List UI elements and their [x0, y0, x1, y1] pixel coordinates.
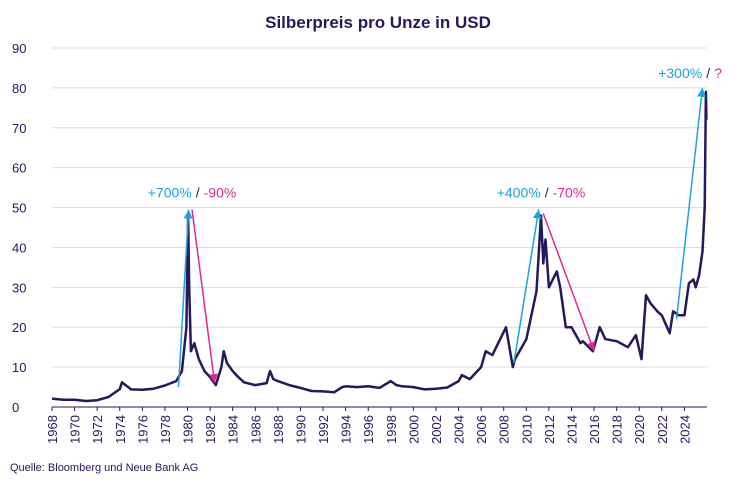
x-tick-label: 2010 — [519, 415, 534, 444]
x-tick-label: 2000 — [406, 415, 421, 444]
x-tick-label: 1970 — [68, 415, 83, 444]
x-tick-label: 1996 — [361, 415, 376, 444]
separator: / — [545, 185, 549, 201]
x-tick-label: 2024 — [677, 415, 692, 444]
source: Quelle: Bloomberg und Neue Bank AG — [10, 462, 198, 474]
rise-label: +400% — [497, 185, 541, 201]
annotation: +300% /? — [658, 65, 722, 81]
x-tick-label: 2014 — [564, 415, 579, 444]
y-tick-label: 90 — [12, 41, 26, 56]
y-tick-label: 10 — [12, 360, 26, 375]
x-tick-label: 1984 — [226, 415, 241, 444]
x-tick-label: 2016 — [587, 415, 602, 444]
y-tick-label: 30 — [12, 280, 26, 295]
x-tick-label: 1968 — [45, 415, 60, 444]
chart-title: Silberpreis pro Unze in USD — [265, 13, 491, 32]
y-tick-label: 40 — [12, 240, 26, 255]
x-tick-label: 1976 — [135, 415, 150, 444]
x-tick-label: 2018 — [610, 415, 625, 444]
annotation: +400% / -70% — [497, 185, 586, 201]
y-tick-label: 70 — [12, 121, 26, 136]
fall-arrow — [191, 209, 218, 384]
price-line — [51, 90, 708, 403]
fall-arrow — [542, 213, 596, 352]
x-tick-label: 2004 — [452, 415, 467, 444]
rise-label: +700% — [148, 185, 192, 201]
x-tick-label: 2022 — [655, 415, 670, 444]
x-tick-label: 2012 — [542, 415, 557, 444]
y-tick-label: 20 — [12, 320, 26, 335]
fall-label: ? — [714, 65, 722, 81]
x-tick-label: 1994 — [339, 415, 354, 444]
separator: / — [706, 65, 710, 81]
x-tick-label: 1988 — [271, 415, 286, 444]
rise-arrow — [675, 87, 706, 320]
y-tick-label: 0 — [12, 400, 19, 415]
x-tick-label: 1972 — [90, 415, 105, 444]
separator: / — [196, 185, 200, 201]
fall-label: -70% — [553, 185, 586, 201]
x-tick-label: 1982 — [203, 415, 218, 444]
x-tick-label: 1986 — [248, 415, 263, 444]
x-tick-label: 2002 — [429, 415, 444, 444]
fall-label: -90% — [204, 185, 237, 201]
x-tick-label: 1980 — [181, 415, 196, 444]
y-tick-label: 60 — [12, 161, 26, 176]
rise-label: +300% — [658, 65, 702, 81]
x-tick-label: 1998 — [384, 415, 399, 444]
x-tick-label: 2008 — [497, 415, 512, 444]
x-tick-label: 1990 — [293, 415, 308, 444]
y-tick-label: 80 — [12, 81, 26, 96]
y-tick-label: 50 — [12, 201, 26, 216]
annotation: +700% / -90% — [148, 185, 237, 201]
rise-arrow — [177, 209, 193, 388]
x-tick-label: 2006 — [474, 415, 489, 444]
rise-arrow — [513, 209, 542, 364]
x-tick-label: 1992 — [316, 415, 331, 444]
x-tick-label: 1978 — [158, 415, 173, 444]
x-tick-label: 2020 — [632, 415, 647, 444]
x-tick-label: 1974 — [113, 415, 128, 444]
